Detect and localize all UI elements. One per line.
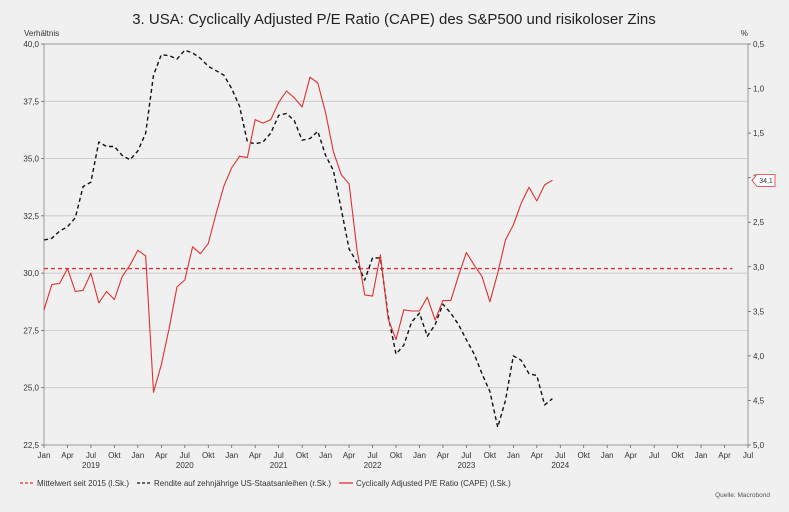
x-tick-label: Jul xyxy=(367,451,377,460)
y-tick-left-label: 25,0 xyxy=(23,384,39,393)
y-axis-right: 0,51,01,52,02,53,03,54,04,55,0 xyxy=(748,40,765,450)
series-line-3 xyxy=(43,76,553,393)
last-value-box xyxy=(751,173,776,187)
x-year-label: 2024 xyxy=(551,461,569,470)
x-tick-label: Apr xyxy=(624,451,637,460)
x-tick-label: Jan xyxy=(131,451,144,460)
legend-label-1: Mittelwert seit 2015 (l.Sk.) xyxy=(37,479,129,488)
chart-title: 3. USA: Cyclically Adjusted P/E Ratio (C… xyxy=(132,11,656,28)
y-tick-right-label: 1,5 xyxy=(753,129,765,138)
x-year-label: 2019 xyxy=(82,461,100,470)
y-tick-right-label: 4,5 xyxy=(753,396,765,405)
x-tick-label: Apr xyxy=(437,451,450,460)
x-tick-label: Jan xyxy=(601,451,614,460)
x-tick-label: Jan xyxy=(319,451,332,460)
x-tick-label: Jul xyxy=(461,451,471,460)
x-tick-label: Jan xyxy=(413,451,426,460)
y-tick-right-label: 3,0 xyxy=(753,263,765,272)
y-tick-left-label: 35,0 xyxy=(23,155,39,164)
y-tick-right-label: 2,5 xyxy=(753,218,765,227)
x-tick-label: Okt xyxy=(108,451,121,460)
x-tick-label: Apr xyxy=(343,451,356,460)
y-tick-right-label: 4,0 xyxy=(753,352,765,361)
x-tick-label: Jan xyxy=(225,451,238,460)
y-tick-left-label: 22,5 xyxy=(23,441,39,450)
last-value-label: 34,1 xyxy=(759,178,773,185)
x-tick-label: Jul xyxy=(743,451,753,460)
y-tick-left-label: 32,5 xyxy=(23,212,39,221)
x-tick-label: Jul xyxy=(649,451,659,460)
y-tick-left-label: 27,5 xyxy=(23,326,39,335)
x-tick-label: Jul xyxy=(180,451,190,460)
x-tick-label: Okt xyxy=(202,451,215,460)
legend-label-3: Cyclically Adjusted P/E Ratio (CAPE) (l.… xyxy=(356,479,511,488)
x-tick-label: Jan xyxy=(38,451,51,460)
x-tick-label: Jul xyxy=(555,451,565,460)
x-tick-label: Jan xyxy=(507,451,520,460)
x-tick-label: Apr xyxy=(61,451,74,460)
x-tick-label: Apr xyxy=(718,451,731,460)
x-tick-label: Apr xyxy=(249,451,262,460)
source-note: Quelle: Macrobond xyxy=(715,492,770,499)
y-tick-right-label: 5,0 xyxy=(753,441,765,450)
y-tick-right-label: 0,5 xyxy=(753,40,765,49)
x-year-label: 2020 xyxy=(176,461,194,470)
x-tick-label: Okt xyxy=(578,451,591,460)
x-tick-label: Jul xyxy=(86,451,96,460)
x-axis: Jan Apr Jul Okt Jan Apr Jul Okt Jan Apr Jul Okt Jan A… xyxy=(38,445,753,470)
y-tick-left-label: 30,0 xyxy=(23,269,39,278)
y-tick-left-label: 37,5 xyxy=(23,97,39,106)
x-year-label: 2022 xyxy=(364,461,382,470)
x-year-label: 2023 xyxy=(458,461,476,470)
last-value-callout: 34,1 xyxy=(751,173,776,187)
y-axis-left-label: Verhältnis xyxy=(24,29,59,38)
x-tick-label: Apr xyxy=(155,451,168,460)
x-tick-label: Apr xyxy=(531,451,544,460)
y-axis-left: 40,0 37,5 35,0 32,5 30,0 27,5 25,0 22,5 xyxy=(23,40,44,450)
y-axis-right-label: % xyxy=(741,29,748,38)
y-tick-right-label: 3,5 xyxy=(753,307,765,316)
y-tick-right-label: 1,0 xyxy=(753,85,765,94)
series-group xyxy=(43,49,733,428)
x-tick-label: Okt xyxy=(296,451,309,460)
x-tick-label: Jul xyxy=(274,451,284,460)
legend-label-2: Rendite auf zehnjährige US-Staatsanleihe… xyxy=(154,479,331,488)
x-tick-label: Okt xyxy=(671,451,684,460)
series-line-2 xyxy=(43,49,553,428)
legend: Mittelwert seit 2015 (l.Sk.) Rendite auf … xyxy=(20,479,511,488)
x-tick-label: Jan xyxy=(695,451,708,460)
y-tick-left-label: 40,0 xyxy=(23,40,39,49)
x-year-label: 2021 xyxy=(270,461,288,470)
x-tick-label: Okt xyxy=(484,451,497,460)
x-tick-label: Okt xyxy=(390,451,403,460)
